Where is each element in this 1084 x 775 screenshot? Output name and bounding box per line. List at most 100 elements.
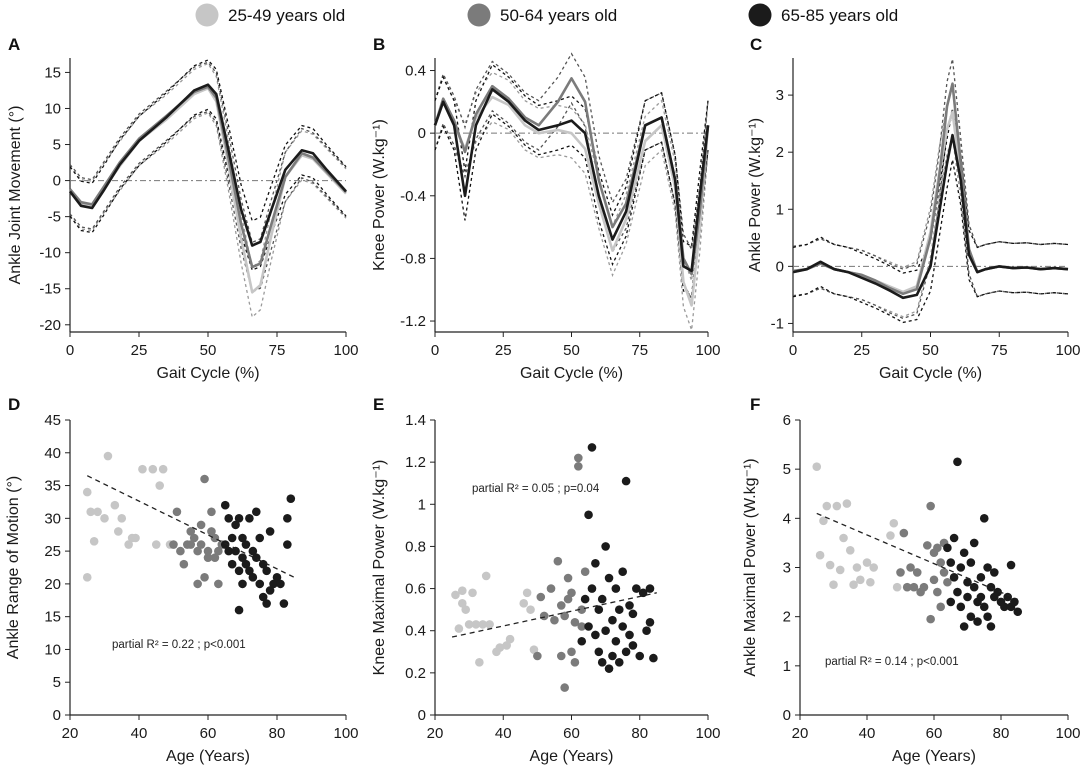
scatter-point (179, 559, 189, 569)
y-tick-label: 45 (44, 412, 61, 429)
y-tick-label: 6 (783, 412, 791, 429)
panel-e-knee-maximal-power: 0 0.2 0.4 0.6 0.8 1 1.2 1.4 20 40 60 80 100 Age (Year… (371, 412, 721, 765)
y-tick-label: 0.2 (405, 665, 426, 682)
scatter-point (594, 647, 604, 657)
scatter-point (839, 533, 848, 543)
scatter-point (923, 541, 932, 550)
y-axis-label: Ankle Maximal Power (W.kg⁻¹) (742, 458, 759, 676)
scatter-point (577, 622, 587, 631)
scatter-point (990, 568, 999, 577)
y-tick-label: 1 (776, 201, 784, 218)
scatter-point (618, 622, 627, 631)
y-tick-label: 1 (418, 496, 426, 513)
scatter-point (131, 533, 140, 543)
scatter-point (458, 586, 467, 595)
y-tick-label: -10 (39, 245, 61, 262)
scatter-point (245, 566, 254, 576)
scatter-point (189, 533, 199, 543)
x-tick-label: 20 (792, 725, 809, 742)
scatter-point (207, 507, 216, 517)
scatter-point (169, 540, 178, 549)
scatter-point (231, 520, 240, 530)
x-tick-label: 0 (789, 342, 797, 359)
scatter-point (577, 636, 587, 646)
scatter-point (642, 626, 651, 636)
panel-d-ankle-range-of-motion: 0 5 10 15 20 25 30 35 40 45 20 40 60 80 100 Age (Years)… (5, 412, 359, 765)
scatter-point (912, 568, 922, 577)
scatter-point (649, 653, 658, 663)
scatter-point (645, 584, 655, 593)
x-tick-label: 100 (333, 725, 358, 742)
sd-lower-1 (69, 112, 347, 319)
scatter-point (214, 546, 223, 556)
scatter-point (845, 545, 855, 555)
scatter-point (207, 527, 216, 536)
scatter-point (151, 540, 161, 549)
scatter-point (567, 647, 576, 657)
scatter-point (611, 636, 621, 646)
scatter-point (584, 510, 593, 520)
scatter-point (580, 594, 590, 604)
scatter-point (632, 584, 641, 593)
series-line-3 (433, 88, 710, 273)
scatter-point (262, 566, 271, 576)
scatter-point (638, 588, 648, 598)
scatter-point (210, 553, 220, 562)
y-tick-label: 0.6 (405, 581, 426, 598)
scatter-point (1010, 597, 1019, 607)
scatter-point (939, 568, 949, 577)
y-tick-label: 10 (44, 100, 61, 117)
scatter-point (969, 582, 979, 592)
scatter-point (248, 573, 258, 582)
scatter-point (822, 501, 832, 511)
x-tick-label: 0 (66, 342, 74, 359)
panel-letter-b: B (373, 35, 385, 54)
scatter-point (899, 528, 909, 538)
scatter-point (1003, 592, 1012, 602)
scatter-point (625, 601, 634, 610)
scatter-point (594, 605, 604, 614)
scatter-point (245, 514, 254, 523)
scatter-point (902, 582, 912, 592)
x-axis-label: Age (Years) (530, 748, 614, 765)
scatter-point (936, 602, 945, 612)
scatter-point (124, 540, 133, 549)
scatter-point (475, 658, 484, 667)
y-tick-label: 0 (418, 707, 426, 724)
stats-annotation: partial R² = 0.14 ; p<0.001 (825, 656, 959, 668)
sd-lower-2 (792, 108, 1069, 320)
scatter-point (200, 474, 209, 484)
y-tick-label: 0 (418, 125, 426, 142)
scatter-point (283, 540, 292, 549)
legend-label-25-49: 25-49 years old (228, 6, 345, 25)
scatter-point (272, 573, 282, 582)
scatter-point (241, 559, 251, 569)
sd-lower-2 (69, 110, 347, 293)
scatter-point (892, 582, 902, 592)
scatter-point (825, 560, 835, 570)
y-tick-label: -5 (48, 209, 61, 226)
scatter-point (286, 494, 296, 503)
scatter-point (241, 540, 251, 549)
sd-upper-2 (792, 58, 1069, 270)
scatter-point (203, 546, 213, 556)
panel-c-ankle-power: -1 0 1 2 3 0 25 50 75 100 Gait Cycle (%) Ankle Powe… (747, 58, 1081, 382)
scatter-point (936, 558, 945, 567)
scatter-point (451, 590, 460, 600)
scatter-point (614, 658, 624, 667)
panel-letter-d: D (8, 395, 20, 414)
stats-annotation: partial R² = 0.22 ; p<0.001 (112, 639, 246, 651)
series-line-3 (68, 83, 347, 247)
scatter-point (953, 457, 962, 467)
scatter-point (193, 546, 202, 556)
y-tick-label: 0.8 (405, 538, 426, 555)
scatter-point (1013, 607, 1023, 617)
scatter-point (262, 599, 271, 608)
scatter-point (186, 540, 196, 549)
y-tick-label: -0.4 (400, 188, 426, 205)
panel-letter-c: C (750, 35, 762, 54)
scatter-point (210, 533, 220, 543)
x-tick-label: 100 (695, 342, 720, 359)
y-tick-label: 25 (44, 543, 61, 560)
scatter-point (203, 553, 213, 562)
